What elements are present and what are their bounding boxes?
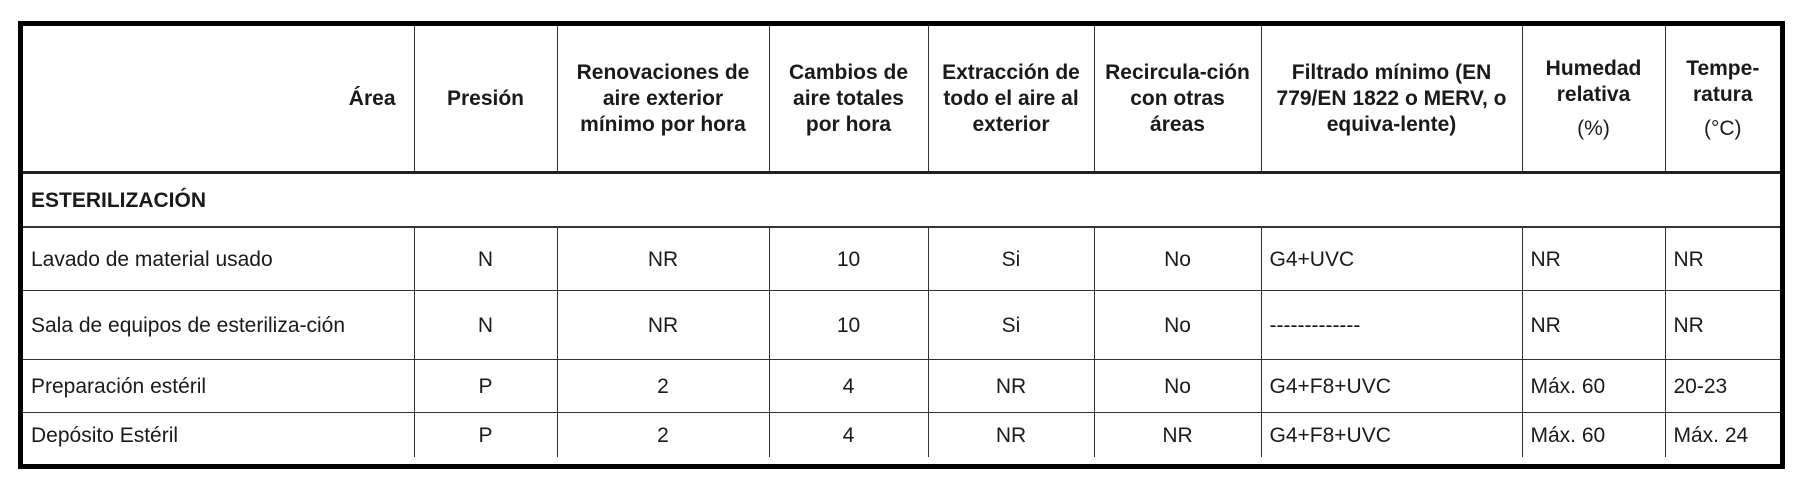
cell-full-exhaust: Si	[927, 226, 1095, 291]
cell-full-exhaust: Si	[927, 290, 1095, 360]
cell-pressure: N	[413, 290, 558, 360]
ventilation-requirements-table: Área Presión Renovaciones de aire exteri…	[23, 26, 1780, 457]
cell-outdoor-air-renewals: NR	[556, 226, 770, 291]
cell-total-air-changes: 4	[768, 412, 929, 457]
header-total-air-changes: Cambios de aire totales por hora	[768, 26, 929, 174]
section-title: ESTERILIZACIÓN	[23, 172, 1780, 228]
cell-relative-humidity: Máx. 60	[1521, 412, 1666, 457]
table-row: Sala de equipos de esteriliza-ción N NR 10 S…	[23, 290, 1780, 360]
header-label: Humedad relativa	[1545, 56, 1642, 106]
cell-full-exhaust: NR	[927, 359, 1095, 413]
cell-recirculation: No	[1093, 359, 1262, 413]
cell-temperature: NR	[1664, 290, 1780, 360]
cell-recirculation: No	[1093, 226, 1262, 291]
cell-area: Preparación estéril	[23, 359, 415, 413]
header-unit: (%)	[1577, 116, 1610, 140]
header-pressure: Presión	[413, 26, 558, 174]
cell-outdoor-air-renewals: NR	[556, 290, 770, 360]
cell-area: Depósito Estéril	[23, 412, 415, 457]
table-row: Depósito Estéril P 2 4 NR NR G4+F8+UVC Máx. 60 M…	[23, 412, 1780, 457]
header-temperature: Tempe-ratura (°C)	[1664, 26, 1780, 174]
cell-full-exhaust: NR	[927, 412, 1095, 457]
table-row: Lavado de material usado N NR 10 Si No G4+UVC N…	[23, 226, 1780, 291]
cell-relative-humidity: NR	[1521, 290, 1666, 360]
cell-minimum-filtration: G4+F8+UVC	[1260, 359, 1523, 413]
cell-minimum-filtration: G4+F8+UVC	[1260, 412, 1523, 457]
header-outdoor-air-renewals: Renovaciones de aire exterior mínimo por…	[556, 26, 770, 174]
cell-temperature: NR	[1664, 226, 1780, 291]
header-label: Tempe-ratura	[1686, 56, 1760, 106]
table-frame: Área Presión Renovaciones de aire exteri…	[18, 21, 1785, 469]
cell-pressure: N	[413, 226, 558, 291]
cell-relative-humidity: Máx. 60	[1521, 359, 1666, 413]
cell-outdoor-air-renewals: 2	[556, 359, 770, 413]
header-relative-humidity: Humedad relativa (%)	[1521, 26, 1666, 174]
cell-pressure: P	[413, 412, 558, 457]
cell-relative-humidity: NR	[1521, 226, 1666, 291]
cell-area: Sala de equipos de esteriliza-ción	[23, 290, 415, 360]
header-full-exhaust: Extracción de todo el aire al exterior	[927, 26, 1095, 174]
header-area: Área	[23, 26, 415, 174]
cell-minimum-filtration: -------------	[1260, 290, 1523, 360]
cell-pressure: P	[413, 359, 558, 413]
cell-total-air-changes: 10	[768, 226, 929, 291]
cell-temperature: 20-23	[1664, 359, 1780, 413]
cell-outdoor-air-renewals: 2	[556, 412, 770, 457]
header-recirculation: Recircula-ción con otras áreas	[1093, 26, 1262, 174]
cell-recirculation: No	[1093, 290, 1262, 360]
cell-total-air-changes: 4	[768, 359, 929, 413]
table-row: Preparación estéril P 2 4 NR No G4+F8+UVC Máx. …	[23, 359, 1780, 413]
cell-area: Lavado de material usado	[23, 226, 415, 291]
section-row: ESTERILIZACIÓN	[23, 172, 1780, 228]
header-minimum-filtration: Filtrado mínimo (EN 779/EN 1822 o MERV, …	[1260, 26, 1523, 174]
cell-total-air-changes: 10	[768, 290, 929, 360]
cell-recirculation: NR	[1093, 412, 1262, 457]
header-unit: (°C)	[1703, 116, 1742, 140]
cell-minimum-filtration: G4+UVC	[1260, 226, 1523, 291]
cell-temperature: Máx. 24	[1664, 412, 1780, 457]
header-row: Área Presión Renovaciones de aire exteri…	[23, 26, 1780, 174]
